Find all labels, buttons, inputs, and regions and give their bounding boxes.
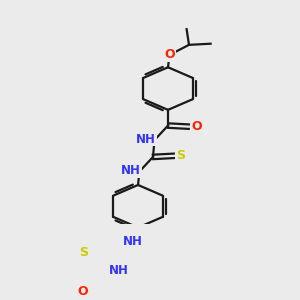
- Text: O: O: [77, 285, 88, 298]
- Text: NH: NH: [121, 164, 141, 177]
- Text: S: S: [80, 246, 88, 259]
- Text: NH: NH: [136, 133, 156, 146]
- Text: O: O: [191, 120, 202, 133]
- Text: O: O: [164, 48, 175, 62]
- Text: NH: NH: [109, 264, 128, 277]
- Text: S: S: [176, 149, 185, 162]
- Text: NH: NH: [123, 235, 143, 248]
